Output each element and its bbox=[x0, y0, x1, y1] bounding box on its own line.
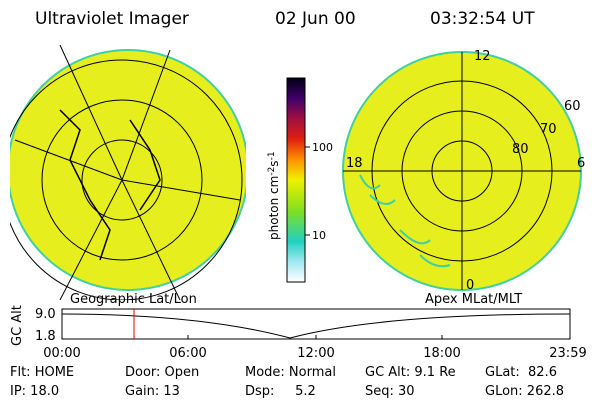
colorbar-tick-label: 10 bbox=[312, 229, 326, 242]
time: 03:32:54 UT bbox=[430, 9, 535, 29]
title: Ultraviolet Imager bbox=[35, 9, 189, 29]
timeline-ytick: 1.8 bbox=[35, 329, 56, 344]
timeline-ytick: 9.0 bbox=[35, 307, 56, 322]
label-part: photon cm bbox=[267, 176, 281, 240]
status-field: Flt: HOME bbox=[10, 365, 74, 380]
polar-image bbox=[342, 51, 582, 291]
label-part: s bbox=[267, 160, 281, 166]
polar-label: 12 bbox=[474, 49, 491, 64]
polar-label: 0 bbox=[466, 278, 474, 293]
colorbar-label: photon cm-2s-1 bbox=[267, 151, 281, 240]
status-field: Seq: 30 bbox=[365, 384, 415, 399]
label-part: -1 bbox=[267, 151, 277, 160]
geographic-image bbox=[10, 44, 246, 300]
colorbar bbox=[286, 77, 306, 283]
footer: Flt: HOME Door: Open Mode: Normal GC Alt: 9… bbox=[10, 365, 564, 399]
panel-label: Geographic Lat/Lon bbox=[70, 292, 197, 307]
timeline-ylabel: GC Alt bbox=[10, 305, 25, 346]
colorbar-tick-label: 100 bbox=[312, 141, 333, 154]
timeline-xtick: 18:00 bbox=[423, 346, 460, 361]
polar-label: 18 bbox=[346, 156, 363, 171]
label-part: -2 bbox=[267, 167, 277, 176]
status-field: Mode: Normal bbox=[245, 365, 336, 380]
timeline-xtick: 06:00 bbox=[169, 346, 206, 361]
polar-label: 80 bbox=[512, 142, 529, 157]
timeline bbox=[61, 308, 571, 340]
timeline-xtick: 23:59 bbox=[549, 346, 586, 361]
polar-label: 70 bbox=[540, 122, 557, 137]
status-field: GLon: 262.8 bbox=[485, 384, 564, 399]
timeline-xtick: 00:00 bbox=[43, 346, 80, 361]
timeline-xtick: 12:00 bbox=[297, 346, 334, 361]
status-field: GLat: 82.6 bbox=[485, 365, 557, 380]
status-field: Dsp: 5.2 bbox=[245, 384, 316, 399]
status-field: IP: 18.0 bbox=[10, 384, 59, 399]
status-field: GC Alt: 9.1 Re bbox=[365, 365, 456, 380]
panel-label: Apex MLat/MLT bbox=[425, 292, 522, 307]
status-field: Door: Open bbox=[125, 365, 199, 380]
date: 02 Jun 00 bbox=[275, 9, 356, 29]
polar-label: 60 bbox=[564, 99, 581, 114]
polar-label: 6 bbox=[577, 156, 585, 171]
status-field: Gain: 13 bbox=[125, 384, 180, 399]
